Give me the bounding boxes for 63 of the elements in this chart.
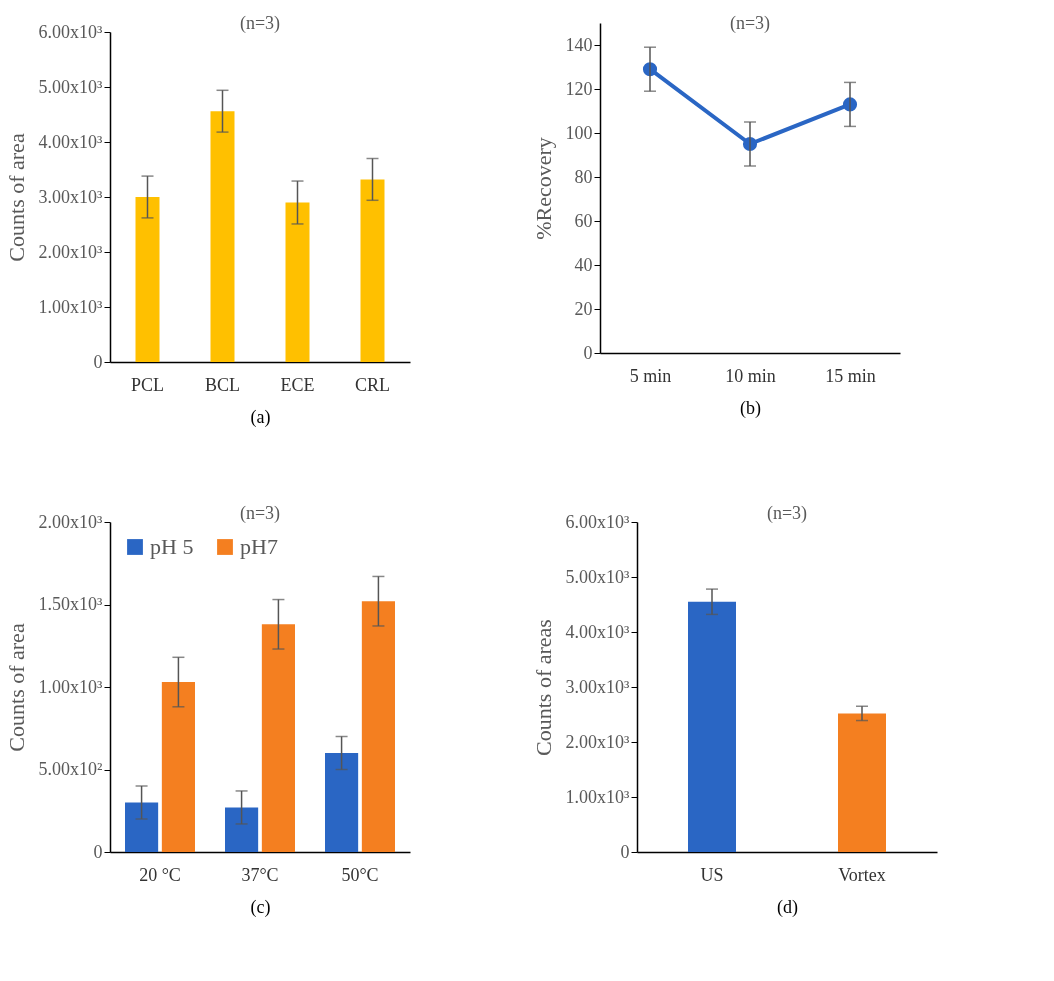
bar xyxy=(210,111,235,362)
y-tick-label: 4.00x10³ xyxy=(38,131,104,152)
bar xyxy=(125,802,159,852)
chart-title: (n=3) xyxy=(239,503,281,524)
y-tick-label: 2.00x10³ xyxy=(565,731,631,752)
y-tick-label: 1.00x10³ xyxy=(38,296,104,317)
y-tick-label: 2.00x10³ xyxy=(38,241,104,262)
y-tick-label: 4.00x10³ xyxy=(565,621,631,642)
x-tick-label: PCL xyxy=(130,374,165,395)
bar xyxy=(135,197,160,362)
y-tick-label: 5.00x10³ xyxy=(565,566,631,587)
chart-title: (n=3) xyxy=(729,13,771,34)
bar xyxy=(325,753,359,852)
x-axis-title: (c) xyxy=(250,896,271,918)
x-tick-label: US xyxy=(700,864,724,885)
x-axis-title: (b) xyxy=(740,397,761,419)
y-axis-title: Counts of area xyxy=(3,623,29,752)
legend-label: pH7 xyxy=(240,534,278,559)
bar xyxy=(285,202,310,362)
bar xyxy=(261,624,295,852)
x-tick-label: 15 min xyxy=(825,365,876,386)
y-tick-label: 3.00x10³ xyxy=(38,186,104,207)
bar xyxy=(361,601,395,852)
bar xyxy=(161,682,195,852)
legend-label: pH 5 xyxy=(150,534,194,559)
y-tick-label: 5.00x10³ xyxy=(38,76,104,97)
x-tick-label: 50°C xyxy=(341,864,379,885)
y-tick-label: 0 xyxy=(93,351,103,372)
y-axis-title: Counts of area xyxy=(3,133,29,262)
y-tick-label: 3.00x10³ xyxy=(565,676,631,697)
y-tick-label: 60 xyxy=(574,210,593,231)
y-tick-label: 0 xyxy=(620,841,630,862)
y-axis-title: Counts of areas xyxy=(530,619,556,756)
y-tick-label: 20 xyxy=(574,298,593,319)
y-tick-label: 1.00x10³ xyxy=(565,786,631,807)
y-tick-label: 6.00x10³ xyxy=(565,511,631,532)
y-tick-label: 6.00x10³ xyxy=(38,21,104,42)
y-tick-label: 100 xyxy=(565,122,593,143)
chart-title: (n=3) xyxy=(239,13,281,34)
y-tick-label: 0 xyxy=(583,342,593,363)
x-tick-label: BCL xyxy=(204,374,241,395)
bar xyxy=(225,807,259,852)
y-tick-label: 1.00x10³ xyxy=(38,676,104,697)
y-tick-label: 80 xyxy=(574,166,593,187)
y-tick-label: 140 xyxy=(565,34,593,55)
x-tick-label: 20 °C xyxy=(139,864,181,885)
x-axis-title: (a) xyxy=(250,406,271,428)
bar xyxy=(360,179,385,362)
y-axis-title: %Recovery xyxy=(530,137,556,240)
x-tick-label: 5 min xyxy=(629,365,672,386)
y-tick-label: 1.50x10³ xyxy=(38,594,104,614)
x-tick-label: ECE xyxy=(280,374,315,395)
x-tick-label: CRL xyxy=(354,374,391,395)
y-tick-label: 40 xyxy=(574,254,593,275)
x-tick-label: 37°C xyxy=(241,864,279,885)
y-tick-label: 0 xyxy=(93,841,103,862)
x-axis-title: (d) xyxy=(777,896,798,918)
y-tick-label: 5.00x10² xyxy=(38,759,103,779)
chart-title: (n=3) xyxy=(766,503,808,524)
x-tick-label: Vortex xyxy=(838,864,886,885)
y-tick-label: 120 xyxy=(565,78,593,99)
x-tick-label: 10 min xyxy=(725,365,776,386)
y-tick-label: 2.00x10³ xyxy=(38,511,104,532)
